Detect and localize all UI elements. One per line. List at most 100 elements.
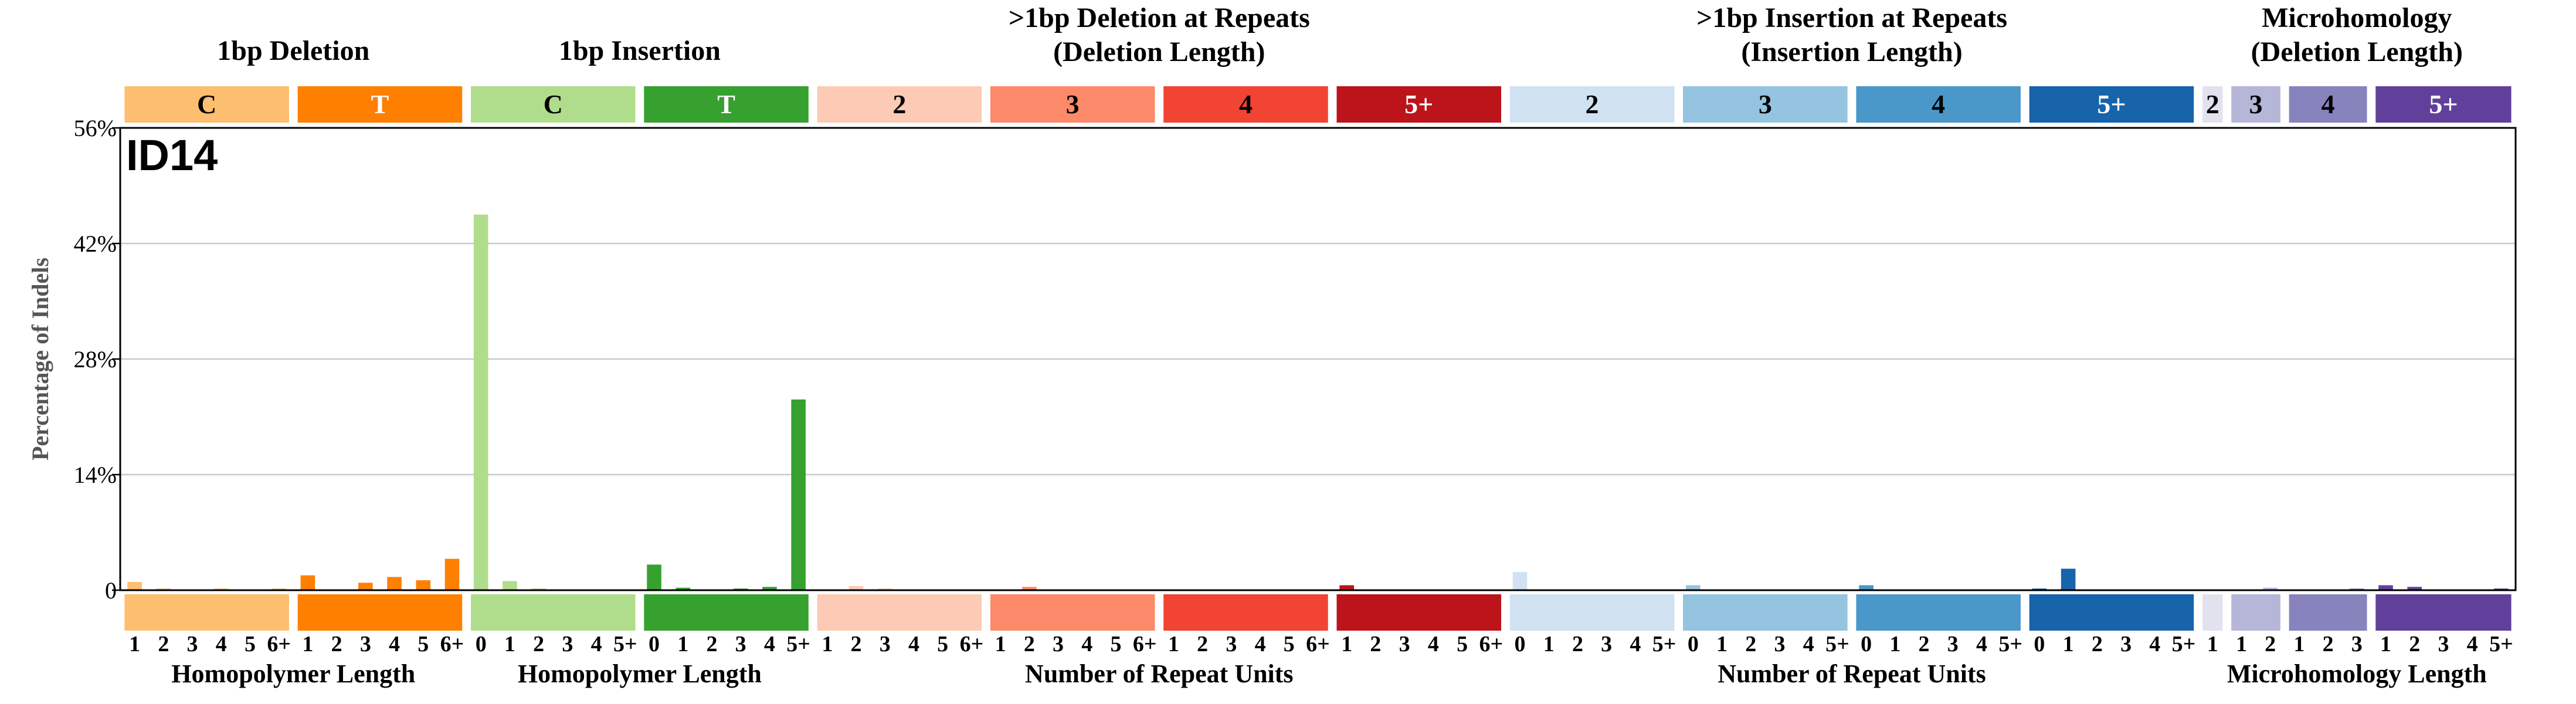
x-tick-label: 1 — [2380, 632, 2391, 656]
category-footer-box — [1336, 594, 1502, 631]
plot-frame — [119, 127, 2517, 591]
bar — [791, 399, 806, 590]
x-tick-label: 6+ — [960, 632, 984, 656]
group-title: >1bp Deletion at Repeats — [1009, 2, 1310, 33]
x-tick-label: 3 — [735, 632, 746, 656]
category-footer-box — [817, 594, 982, 631]
category-header-box — [990, 86, 1155, 123]
x-axis-group-label: Homopolymer Length — [518, 659, 762, 688]
x-tick-label: 4 — [1255, 632, 1266, 656]
x-tick-label: 1 — [2293, 632, 2305, 656]
bar — [647, 564, 661, 590]
x-tick-label: 1 — [1716, 632, 1727, 656]
bar — [444, 559, 460, 590]
group-title: 1bp Deletion — [217, 35, 369, 66]
category-header-box — [2289, 86, 2367, 123]
x-tick-label: 3 — [1947, 632, 1959, 656]
bar — [387, 577, 402, 590]
x-tick-label: 6+ — [1306, 632, 1330, 656]
category-header-label: 4 — [1932, 89, 1945, 119]
x-tick-label: 2 — [533, 632, 544, 656]
x-tick-label: 0 — [1515, 632, 1526, 656]
x-tick-label: 5 — [245, 632, 256, 656]
x-tick-label: 2 — [1745, 632, 1756, 656]
bar — [503, 581, 517, 590]
bar — [676, 587, 691, 590]
chart-title: ID14 — [126, 131, 218, 180]
x-tick-label: 3 — [562, 632, 573, 656]
group-title: Microhomology — [2262, 2, 2452, 33]
x-tick-label: 2 — [2409, 632, 2420, 656]
category-header-box — [2375, 86, 2511, 123]
x-axis-group-label: Microhomology Length — [2227, 659, 2487, 688]
y-tick-label: 28% — [74, 346, 117, 373]
category-header-label: 2 — [892, 89, 906, 119]
x-tick-label: 2 — [158, 632, 169, 656]
category-header-box — [124, 86, 289, 123]
x-tick-label: 4 — [2467, 632, 2478, 656]
y-axis-label: Percentage of Indels — [27, 258, 53, 461]
x-tick-label: 4 — [1803, 632, 1814, 656]
group-title: (Deletion Length) — [2251, 36, 2463, 67]
category-header-label: 5+ — [2097, 89, 2126, 119]
x-tick-label: 5+ — [786, 632, 810, 656]
x-tick-label: 4 — [764, 632, 775, 656]
x-tick-label: 1 — [1341, 632, 1352, 656]
category-header-box — [1336, 86, 1502, 123]
x-tick-label: 3 — [1053, 632, 1064, 656]
bar — [1339, 585, 1355, 590]
x-tick-label: 3 — [1399, 632, 1410, 656]
group-title: (Deletion Length) — [1053, 36, 1265, 67]
x-tick-label: 1 — [2063, 632, 2074, 656]
y-tick-label: 0 — [105, 577, 117, 604]
category-header-label: 5+ — [1404, 89, 1433, 119]
x-tick-label: 2 — [1197, 632, 1208, 656]
x-tick-label: 0 — [476, 632, 487, 656]
x-tick-label: 3 — [1226, 632, 1237, 656]
x-axis-group-label: Homopolymer Length — [171, 659, 415, 688]
bar — [849, 585, 864, 590]
category-footer-box — [124, 594, 289, 631]
x-tick-label: 2 — [1370, 632, 1381, 656]
x-tick-label: 2 — [1919, 632, 1930, 656]
category-footer-box — [470, 594, 636, 631]
bar — [1512, 572, 1528, 590]
category-header-box — [2231, 86, 2280, 123]
x-tick-label: 1 — [1168, 632, 1179, 656]
x-tick-label: 1 — [677, 632, 688, 656]
category-header-label: 4 — [2322, 89, 2335, 119]
y-tick-label: 56% — [74, 115, 117, 141]
x-tick-label: 2 — [851, 632, 862, 656]
category-footer-box — [2289, 594, 2367, 631]
x-tick-label: 3 — [1774, 632, 1785, 656]
group-title: 1bp Insertion — [559, 35, 721, 66]
category-footer-box — [297, 594, 463, 631]
x-tick-label: 5+ — [1825, 632, 1849, 656]
category-footer-box — [2231, 594, 2280, 631]
bar — [2061, 568, 2076, 590]
x-tick-label: 4 — [2149, 632, 2160, 656]
bar — [1859, 585, 1874, 590]
category-footer-box — [644, 594, 809, 631]
bar — [473, 214, 488, 590]
x-tick-label: 1 — [995, 632, 1006, 656]
x-tick-label: 0 — [2034, 632, 2045, 656]
x-tick-label: 1 — [302, 632, 313, 656]
x-tick-label: 4 — [389, 632, 400, 656]
x-axis-group-label: Number of Repeat Units — [1025, 659, 1294, 688]
bar — [762, 587, 777, 590]
x-tick-label: 3 — [187, 632, 198, 656]
x-tick-label: 2 — [1024, 632, 1035, 656]
category-header-label: C — [544, 89, 563, 119]
category-header-box — [297, 86, 463, 123]
x-tick-label: 1 — [822, 632, 833, 656]
category-header-label: C — [197, 89, 216, 119]
x-tick-label: 3 — [2351, 632, 2363, 656]
category-header-label: 2 — [2206, 89, 2219, 119]
x-tick-label: 4 — [216, 632, 227, 656]
bar — [2378, 585, 2393, 590]
x-tick-label: 4 — [908, 632, 919, 656]
x-tick-label: 6+ — [440, 632, 464, 656]
x-tick-label: 1 — [504, 632, 515, 656]
